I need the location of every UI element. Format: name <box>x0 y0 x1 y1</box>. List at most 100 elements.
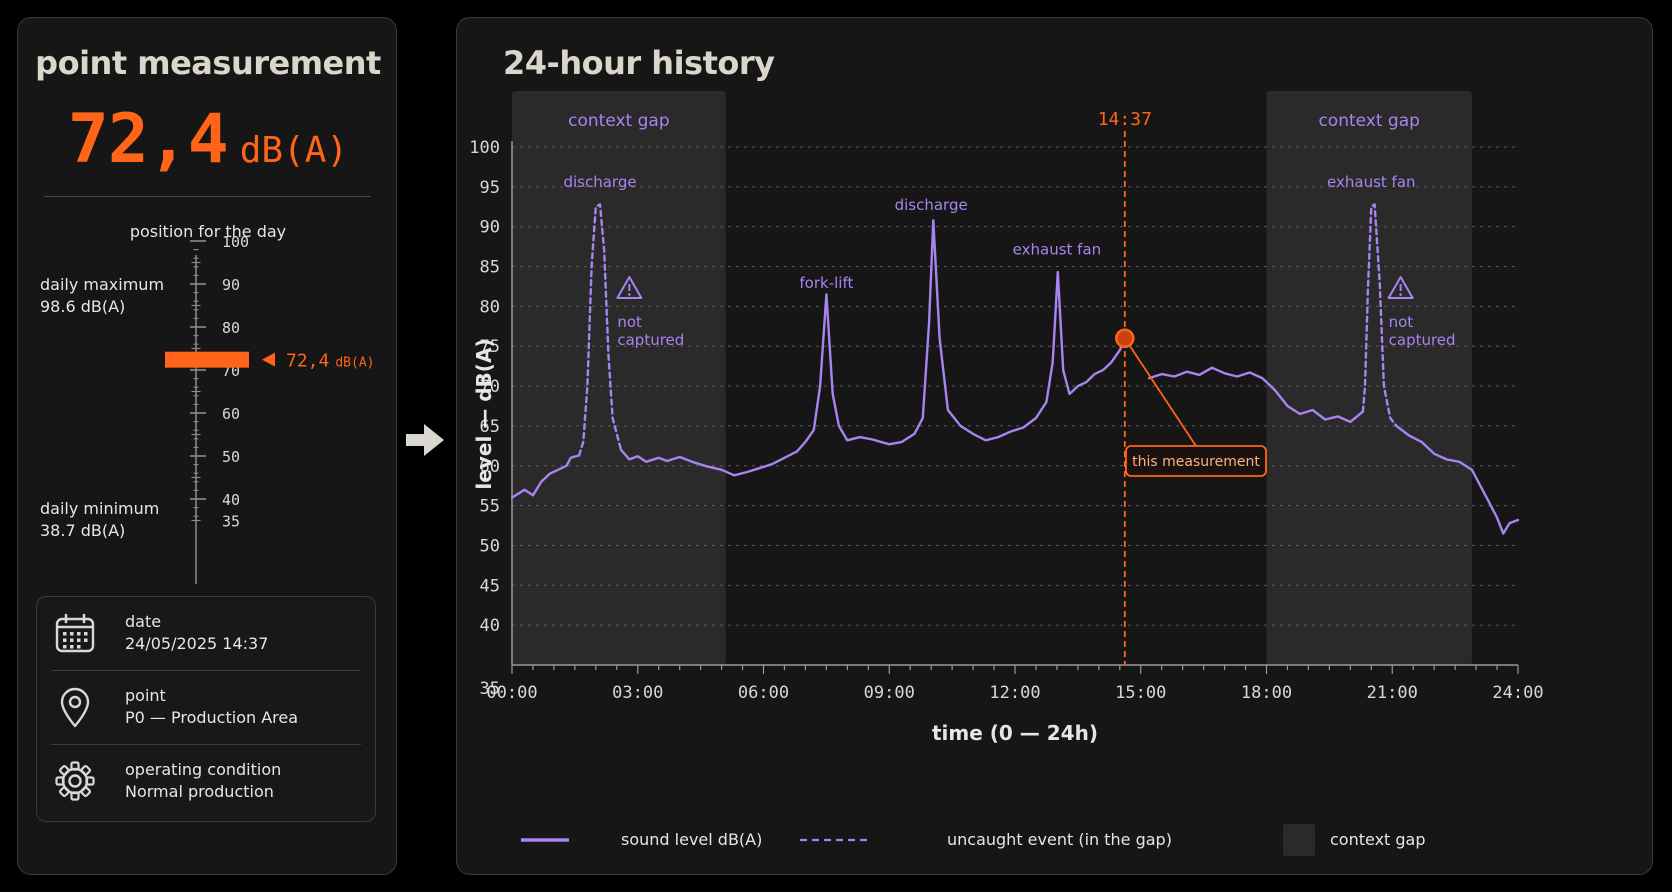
y-tick-label: 85 <box>480 258 500 278</box>
y-tick-label: 100 <box>469 138 500 158</box>
history-panel: 24-hour history context gap context gap 35… <box>456 17 1653 875</box>
scale-tick-label: 40 <box>222 491 240 509</box>
level-marker-label: 72,4 dB(A) <box>286 351 375 372</box>
y-tick-label: 75 <box>480 337 500 357</box>
peak-annotation: discharge <box>563 173 636 191</box>
not-captured-label: captured <box>617 331 684 349</box>
y-tick-label: 40 <box>480 616 500 636</box>
info-text: point P0 — Production Area <box>125 685 298 729</box>
context-gap-band <box>1266 91 1472 665</box>
y-tick-label: 70 <box>480 377 500 397</box>
daily-maximum: daily maximum 98.6 dB(A) <box>40 274 164 318</box>
info-value: 24/05/2025 14:37 <box>125 634 269 653</box>
point-measurement-panel: point measurement 72,4 dB(A) position for… <box>17 17 397 875</box>
legend-label: sound level dB(A) <box>621 830 763 849</box>
peak-annotation: exhaust fan <box>1013 241 1102 259</box>
info-label: operating condition <box>125 760 282 779</box>
daily-maximum-label: daily maximum <box>40 275 165 294</box>
legend-item-sound-level: sound level dB(A) <box>621 830 762 849</box>
y-tick-label: 80 <box>480 297 500 317</box>
sound-level-line <box>619 219 1126 477</box>
x-tick-label: 09:00 <box>864 683 915 703</box>
divider <box>51 670 361 671</box>
measurement-point <box>1115 328 1135 349</box>
warning-icon <box>1387 276 1414 299</box>
legend-swatch-gap <box>1283 824 1315 856</box>
level-marker-bar <box>165 351 249 368</box>
sound-level-line <box>1147 366 1365 424</box>
info-label: date <box>125 612 162 631</box>
history-chart: context gap context gap 35 40 45 50 55 60 65 70 75… <box>469 91 1544 856</box>
level-pointer-icon <box>262 352 275 367</box>
scale-tick-label: 100 <box>222 233 249 251</box>
reading-value: 72,4 <box>67 100 229 179</box>
level-marker-unit: dB(A) <box>335 356 374 371</box>
y-tick-label: 60 <box>480 457 500 477</box>
context-gap-band <box>512 91 726 665</box>
x-tick-label: 12:00 <box>989 683 1040 703</box>
x-tick-label: 06:00 <box>738 683 789 703</box>
measurement-info: date 24/05/2025 14:37 point P0 — Product… <box>36 596 376 822</box>
y-tick-label: 50 <box>480 536 500 556</box>
uncaught-event-line <box>1361 203 1398 428</box>
y-tick-label: 90 <box>480 218 500 238</box>
location-pin-icon <box>60 687 90 728</box>
legend-item-uncaught-event: uncaught event (in the gap) <box>947 830 1172 849</box>
measurement-callout-label: this measurement <box>1132 454 1260 470</box>
x-tick-label: 03:00 <box>612 683 663 703</box>
warning-icon <box>616 276 643 299</box>
uncaught-event-line <box>577 203 623 457</box>
scale-tick-label: 35 <box>222 513 240 531</box>
peak-annotation: exhaust fan <box>1327 173 1416 191</box>
info-row-point: point P0 — Production Area <box>37 671 375 745</box>
chart-title: 24-hour history <box>503 44 775 82</box>
measurement-time-label: 14:37 <box>1098 109 1152 130</box>
calendar-icon <box>55 613 95 653</box>
scale-title: position for the day <box>129 222 287 241</box>
daily-maximum-value: 98.6 dB(A) <box>40 297 126 316</box>
context-gap-label: context gap <box>568 111 669 131</box>
daily-minimum: daily minimum 38.7 dB(A) <box>40 498 159 542</box>
y-tick-label: 45 <box>480 576 500 596</box>
info-row-date: date 24/05/2025 14:37 <box>37 597 375 671</box>
y-axis-label: level — dB(A) <box>472 338 496 489</box>
info-value: Normal production <box>125 782 274 801</box>
info-text: date 24/05/2025 14:37 <box>125 611 268 655</box>
divider <box>44 196 371 197</box>
scale-tick-label: 80 <box>222 319 240 337</box>
daily-minimum-value: 38.7 dB(A) <box>40 521 126 540</box>
scale-tick-label: 50 <box>222 448 240 466</box>
warning-icon-dot <box>1399 293 1402 296</box>
daily-minimum-label: daily minimum <box>40 499 160 518</box>
y-tick-label: 55 <box>480 497 500 517</box>
scale-tick-label: 60 <box>222 405 240 423</box>
reading-unit: dB(A) <box>239 130 349 171</box>
y-tick-label: 35 <box>480 679 500 699</box>
info-label: point <box>125 686 166 705</box>
right-arrow-icon <box>406 424 444 456</box>
level-marker-value: 72,4 <box>286 351 329 372</box>
measurement-callout-line <box>1124 337 1197 447</box>
divider <box>51 744 361 745</box>
peak-annotation: discharge <box>895 196 968 214</box>
x-tick-label: 18:00 <box>1241 683 1292 703</box>
warning-icon-dot <box>628 293 631 296</box>
reading-display: 72,4 dB(A) <box>18 100 398 179</box>
context-gap-label: context gap <box>1318 111 1419 131</box>
x-tick-label: 21:00 <box>1367 683 1418 703</box>
not-captured-label: not <box>617 313 642 331</box>
legend-label: uncaught event (in the gap) <box>947 830 1172 849</box>
y-tick-label: 95 <box>480 178 500 198</box>
x-axis-label: time (0 — 24h) <box>932 721 1098 745</box>
legend-item-context-gap: context gap <box>1330 830 1426 849</box>
sound-level-line <box>1395 424 1520 535</box>
scale-tick-label: 90 <box>222 276 240 294</box>
sound-level-line <box>510 454 581 499</box>
legend-label: context gap <box>1330 830 1426 849</box>
not-captured-label: captured <box>1389 331 1456 349</box>
not-captured-label: not <box>1389 313 1414 331</box>
info-value: P0 — Production Area <box>125 708 299 727</box>
peak-annotation: fork-lift <box>799 274 853 292</box>
gear-icon <box>55 761 95 801</box>
